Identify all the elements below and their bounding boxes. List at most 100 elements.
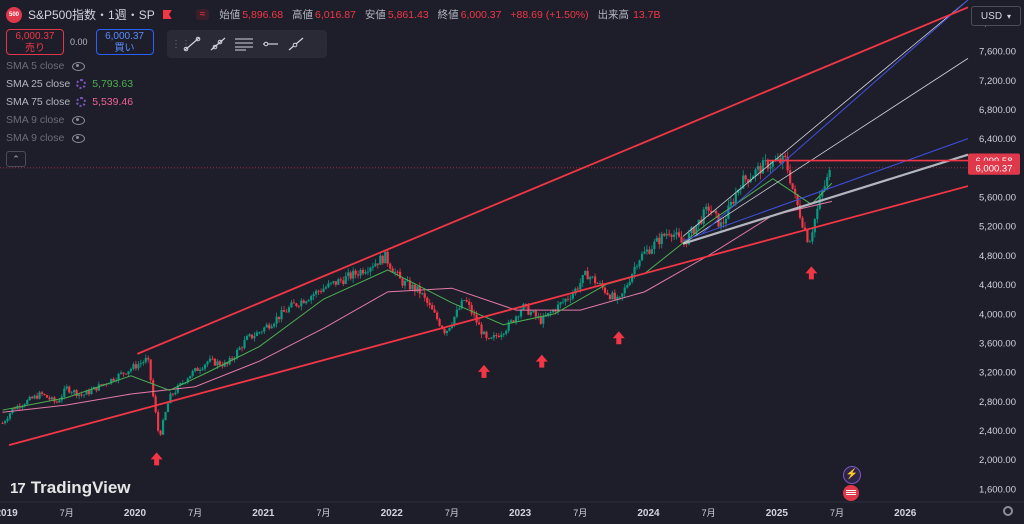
candle-body xyxy=(618,296,621,298)
candle-body xyxy=(737,189,740,194)
symbol-header: 500 S&P500指数・1週・SP ≈ 始値 5,896.68 高値 6,016.… xyxy=(6,6,661,23)
candle-body xyxy=(818,196,821,209)
candle-body xyxy=(517,316,520,318)
candle-body xyxy=(78,394,81,396)
candle-body xyxy=(80,394,83,396)
candle-body xyxy=(608,294,612,300)
candle-body xyxy=(413,284,416,292)
candle-body xyxy=(431,305,434,310)
candle-body xyxy=(315,290,318,295)
candle-body xyxy=(660,233,663,245)
wave-icon[interactable]: ≈ xyxy=(195,9,210,20)
lightning-icon[interactable]: ⚡ xyxy=(843,466,861,484)
candle-body xyxy=(559,302,562,305)
currency-select[interactable]: USD ▾ xyxy=(971,6,1021,26)
candle-body xyxy=(776,158,779,161)
candle-body xyxy=(161,420,165,435)
candle-body xyxy=(189,375,192,379)
indicator-name: SMA 75 close xyxy=(6,96,71,108)
eye-hidden-icon[interactable] xyxy=(72,133,86,143)
indicator-sma75[interactable]: SMA 75 close 5,539.46 xyxy=(6,95,661,109)
candle-body xyxy=(512,320,515,323)
symbol-logo: 500 xyxy=(6,6,22,23)
candle-body xyxy=(458,308,461,310)
settings-icon[interactable] xyxy=(76,79,87,89)
close-value: 6,000.37 xyxy=(460,9,502,21)
indicator-name: SMA 25 close xyxy=(6,78,71,90)
x-tick-label: 7月 xyxy=(188,508,202,518)
candle-body xyxy=(470,304,473,314)
candle-body xyxy=(428,302,431,306)
candle-body xyxy=(401,278,404,286)
candle-body xyxy=(302,300,305,304)
candle-body xyxy=(159,430,162,435)
candle-body xyxy=(756,166,760,170)
open-label: 始値 xyxy=(219,9,241,21)
candle-body xyxy=(285,311,288,313)
tradingview-mark-icon: 17 xyxy=(10,479,26,497)
indicator-sma25[interactable]: SMA 25 close 5,793.63 xyxy=(6,77,661,91)
candle-body xyxy=(169,393,172,404)
candle-body xyxy=(793,188,797,195)
candle-body xyxy=(82,394,86,396)
candle-body xyxy=(556,304,560,312)
candle-body xyxy=(552,310,555,313)
candle-body xyxy=(342,280,345,284)
x-tick-label: 2026 xyxy=(894,508,917,519)
settings-icon[interactable] xyxy=(76,97,87,107)
candle-body xyxy=(356,274,360,276)
indicator-sma9-b[interactable]: SMA 9 close xyxy=(6,131,661,145)
ray-tool-icon[interactable] xyxy=(205,33,231,55)
candle-body xyxy=(640,253,644,261)
eye-hidden-icon[interactable] xyxy=(72,115,86,125)
candle-body xyxy=(443,328,446,334)
candle-body xyxy=(719,222,723,227)
candle-body xyxy=(537,316,540,317)
candle-body xyxy=(707,206,710,211)
candle-body xyxy=(727,205,730,219)
eye-hidden-icon[interactable] xyxy=(72,61,86,71)
symbol-title[interactable]: S&P500指数・1週・SP xyxy=(28,8,155,22)
y-tick-label: 5,600.00 xyxy=(979,193,1016,204)
buy-button[interactable]: 6,000.37 買い xyxy=(95,29,154,55)
y-tick-label: 4,000.00 xyxy=(979,309,1016,320)
gear-icon[interactable] xyxy=(1003,506,1013,516)
trend-line xyxy=(682,153,969,245)
collapse-legend-button[interactable]: ⌃ xyxy=(6,151,26,167)
candle-body xyxy=(384,251,387,264)
brand-name: TradingView xyxy=(30,478,131,497)
candle-body xyxy=(497,336,500,338)
candle-body xyxy=(292,302,295,304)
candle-body xyxy=(519,309,523,317)
trade-panel: 6,000.37 売り 0.00 6,000.37 買い xyxy=(6,29,661,55)
candle-body xyxy=(386,251,389,264)
indicator-sma5[interactable]: SMA 5 close xyxy=(6,59,661,73)
candle-body xyxy=(554,310,557,312)
flag-icon[interactable] xyxy=(162,10,172,19)
candle-body xyxy=(263,327,266,332)
horizontal-ray-tool-icon[interactable] xyxy=(257,33,283,55)
candle-body xyxy=(823,186,826,191)
candle-body xyxy=(616,297,619,300)
candle-body xyxy=(761,160,765,174)
candle-body xyxy=(673,234,676,237)
candle-body xyxy=(154,396,157,413)
candle-body xyxy=(581,275,584,284)
candle-body xyxy=(270,326,273,329)
candle-body xyxy=(31,396,34,399)
candle-body xyxy=(524,303,528,305)
parallel-channel-tool-icon[interactable] xyxy=(231,33,257,55)
trend-line-tool-icon[interactable] xyxy=(179,33,205,55)
candle-body xyxy=(174,392,177,395)
candle-body xyxy=(319,291,323,293)
candle-body xyxy=(460,300,463,309)
sell-button[interactable]: 6,000.37 売り xyxy=(6,29,64,55)
drag-handle-icon[interactable]: ⋮⋮ xyxy=(171,38,191,50)
extended-line-tool-icon[interactable] xyxy=(283,33,309,55)
us-flag-icon[interactable] xyxy=(843,485,859,501)
candle-body xyxy=(53,397,56,402)
candle-body xyxy=(250,334,254,339)
candle-body xyxy=(152,380,155,397)
indicator-sma9-a[interactable]: SMA 9 close xyxy=(6,113,661,127)
